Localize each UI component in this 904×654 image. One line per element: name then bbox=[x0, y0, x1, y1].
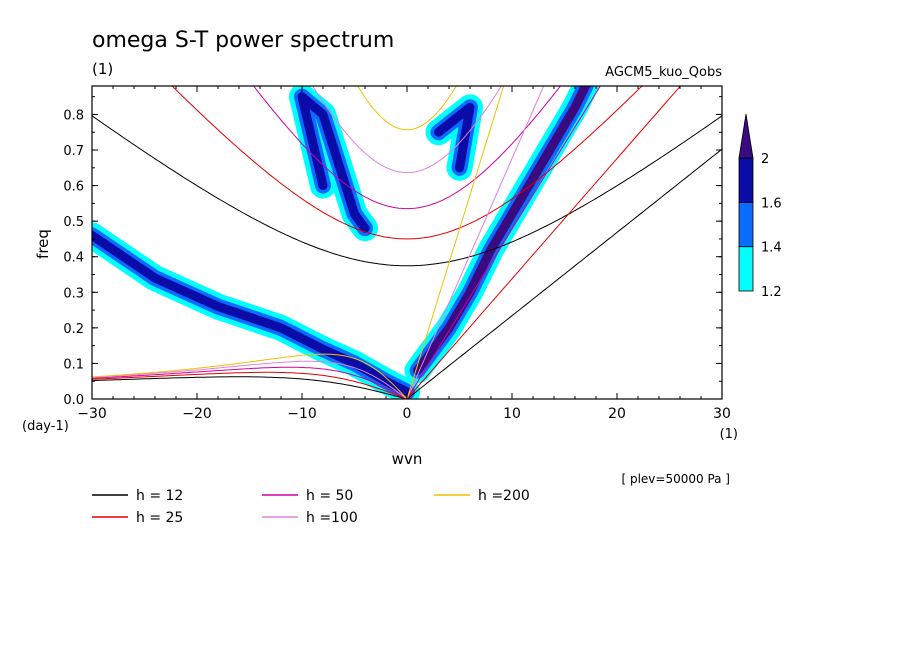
x-tick-label: −20 bbox=[182, 406, 212, 422]
experiment-label: AGCM5_kuo_Qobs bbox=[605, 65, 722, 80]
y-tick-label: 0.7 bbox=[63, 144, 84, 159]
x-unit-label: (1) bbox=[720, 427, 738, 442]
x-tick-label: 30 bbox=[713, 406, 731, 422]
colorbar: 1.2 1.4 1.6 2 bbox=[738, 113, 782, 300]
curve-ig-2 bbox=[252, 86, 562, 210]
y-tick-label: 0.6 bbox=[63, 180, 84, 195]
curve-rossby-1 bbox=[92, 371, 408, 399]
power-shading bbox=[92, 86, 599, 399]
y-tick-label: 0.0 bbox=[63, 393, 84, 408]
legend-label: h =100 bbox=[306, 510, 358, 526]
y-axis-label: freq bbox=[34, 229, 52, 259]
axes: −30 −20 −10 0 10 20 30 0.0 0.1 0.2 0.3 0.4 0.5 0.6 0.7… bbox=[63, 86, 731, 422]
colorbar-label: 1.2 bbox=[761, 285, 782, 300]
x-tick-label: 10 bbox=[503, 406, 521, 422]
x-tick-label: 20 bbox=[608, 406, 626, 422]
colorbar-box bbox=[738, 157, 754, 203]
colorbar-box bbox=[738, 246, 754, 292]
y-tick-label: 0.2 bbox=[63, 322, 84, 337]
shaded-region-core-1 bbox=[92, 230, 412, 397]
shaded-region-core-0 bbox=[413, 86, 590, 376]
curve-rossby-0 bbox=[92, 376, 408, 399]
y-tick-label: 0.8 bbox=[63, 108, 84, 123]
legend-label: h = 12 bbox=[136, 488, 183, 504]
legend-label: h = 50 bbox=[306, 488, 353, 504]
x-tick-label: −30 bbox=[77, 406, 107, 422]
curve-ig-0 bbox=[92, 115, 722, 267]
y-tick-label: 0.5 bbox=[63, 215, 84, 230]
shaded-region-core-2 bbox=[297, 92, 370, 233]
legend: h = 12 h = 25 h = 50 h =100 h =200 bbox=[92, 488, 530, 526]
units-label: (1) bbox=[92, 60, 113, 78]
level-note: [ plev=50000 Pa ] bbox=[621, 472, 730, 486]
curve-ig-3 bbox=[312, 86, 502, 174]
shaded-region-core-3 bbox=[434, 102, 475, 173]
chart-title: omega S-T power spectrum bbox=[92, 28, 394, 53]
colorbar-label: 1.4 bbox=[761, 241, 782, 256]
colorbar-box bbox=[738, 201, 754, 248]
legend-label: h = 25 bbox=[136, 510, 183, 526]
plot-area bbox=[92, 86, 722, 399]
curve-ig-1 bbox=[171, 86, 643, 240]
colorbar-label: 1.6 bbox=[761, 196, 782, 211]
curve-rossby-4 bbox=[92, 353, 408, 399]
curve-kelvin-1 bbox=[406, 86, 682, 399]
x-tick-label: −10 bbox=[287, 406, 317, 422]
legend-label: h =200 bbox=[478, 488, 530, 504]
curve-rossby-2 bbox=[92, 366, 408, 399]
curve-kelvin-3 bbox=[406, 86, 545, 399]
dispersion-curves bbox=[92, 86, 722, 399]
colorbar-arrow bbox=[738, 113, 754, 159]
colorbar-label: 2 bbox=[761, 152, 769, 167]
curve-kelvin-4 bbox=[406, 86, 505, 399]
curve-rossby-3 bbox=[92, 360, 408, 399]
y-tick-label: 0.3 bbox=[63, 286, 84, 301]
x-tick-label: 0 bbox=[403, 406, 412, 422]
curve-kelvin-0 bbox=[406, 148, 722, 399]
y-tick-label: 0.4 bbox=[63, 251, 84, 266]
y-unit-label: (day-1) bbox=[22, 419, 69, 434]
curve-ig-4 bbox=[357, 86, 457, 131]
y-tick-label: 0.1 bbox=[63, 357, 84, 372]
curve-kelvin-2 bbox=[406, 86, 601, 399]
x-axis-label: wvn bbox=[392, 450, 423, 468]
